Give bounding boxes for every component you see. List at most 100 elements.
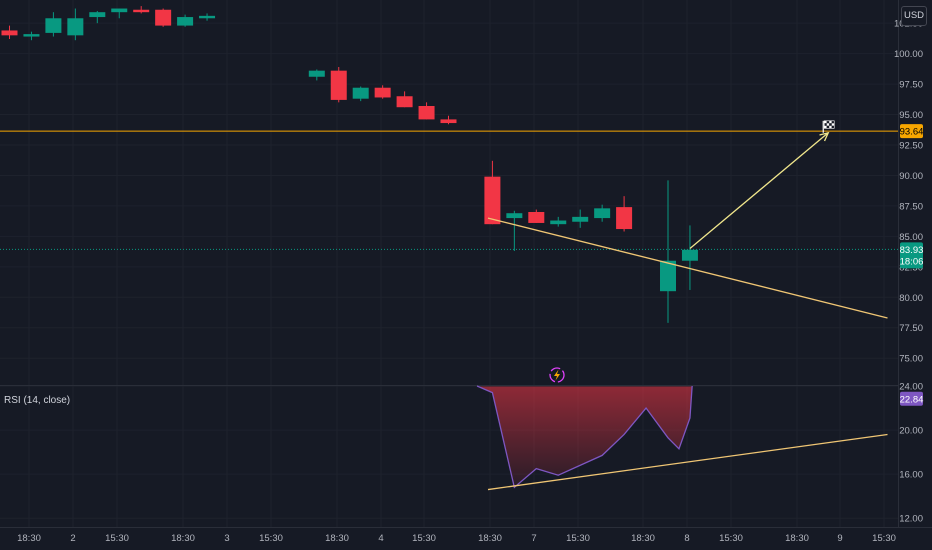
rsi-tick-label: 12.00 bbox=[899, 514, 923, 525]
rsi-indicator-label: RSI (14, close) bbox=[4, 395, 71, 406]
rsi-trend-line[interactable] bbox=[487, 433, 888, 491]
time-tick-label: 9 bbox=[837, 533, 842, 544]
time-tick-label: 3 bbox=[224, 533, 229, 544]
time-tick-label: 8 bbox=[684, 533, 689, 544]
price-tick-label: 80.00 bbox=[899, 293, 923, 304]
time-tick-label: 18:30 bbox=[785, 533, 809, 544]
candle-body bbox=[89, 12, 106, 18]
candle-body bbox=[484, 176, 501, 225]
rsi-line bbox=[476, 385, 693, 489]
current-price-value: 83.93 bbox=[900, 245, 924, 256]
checkered-flag-icon bbox=[822, 120, 835, 133]
candle bbox=[199, 13, 216, 21]
currency-button[interactable]: USD bbox=[901, 6, 927, 26]
candle-body bbox=[133, 9, 150, 13]
candle bbox=[133, 6, 150, 14]
time-tick-label: 18:30 bbox=[17, 533, 41, 544]
candle-body bbox=[199, 15, 216, 19]
projection-arrow[interactable] bbox=[689, 132, 829, 250]
candle-body bbox=[440, 119, 457, 124]
candle-body bbox=[528, 211, 545, 223]
candle-body bbox=[67, 18, 84, 36]
candle bbox=[396, 91, 413, 108]
candle bbox=[594, 204, 611, 222]
price-tick-label: 92.50 bbox=[899, 140, 923, 151]
time-tick-label: 18:30 bbox=[631, 533, 655, 544]
time-tick-label: 18:30 bbox=[171, 533, 195, 544]
candle-body bbox=[308, 70, 325, 77]
candle bbox=[67, 8, 84, 41]
candle bbox=[550, 216, 567, 227]
candle bbox=[308, 69, 325, 81]
candle bbox=[89, 10, 106, 24]
candle-body bbox=[155, 9, 172, 26]
candle bbox=[418, 102, 435, 120]
drawing-tools[interactable] bbox=[0, 120, 898, 383]
rsi-tick-label: 20.00 bbox=[899, 426, 923, 437]
level-price-tag bbox=[900, 124, 923, 139]
rsi-value-tag-text: 22.84 bbox=[900, 394, 924, 405]
candle-body bbox=[374, 87, 391, 98]
candle bbox=[616, 196, 633, 232]
candle bbox=[484, 160, 501, 225]
candle-body bbox=[660, 260, 676, 292]
candle bbox=[528, 209, 545, 223]
candle-body bbox=[506, 213, 523, 219]
candle-body bbox=[111, 8, 128, 13]
current-price-tag bbox=[900, 242, 923, 269]
candle bbox=[177, 14, 194, 27]
time-axis[interactable]: 18:30 2 15:30 18:30 3 15:30 18:30 4 15:30 18:30 7 1… bbox=[17, 533, 896, 544]
price-tick-label: 77.50 bbox=[899, 323, 923, 334]
time-tick-label: 15:30 bbox=[566, 533, 590, 544]
candle bbox=[572, 209, 589, 228]
candle bbox=[681, 225, 698, 290]
rsi-tick-label: 24.00 bbox=[899, 382, 923, 393]
candle bbox=[1, 25, 18, 39]
time-tick-label: 18:30 bbox=[478, 533, 502, 544]
time-tick-label: 15:30 bbox=[259, 533, 283, 544]
candle bbox=[155, 8, 172, 27]
price-tick-label: 97.50 bbox=[899, 80, 923, 91]
time-tick-label: 4 bbox=[378, 533, 383, 544]
candle bbox=[506, 210, 523, 251]
candle bbox=[374, 85, 391, 99]
rsi-oversold-fill bbox=[477, 386, 693, 488]
candle-body bbox=[418, 105, 435, 120]
candle bbox=[111, 8, 128, 19]
price-tick-label: 95.00 bbox=[899, 110, 923, 121]
time-tick-label: 2 bbox=[70, 533, 75, 544]
chart-grid bbox=[0, 0, 898, 527]
price-tick-label: 90.00 bbox=[899, 171, 923, 182]
candle-body bbox=[616, 207, 633, 230]
candle-body bbox=[594, 208, 611, 219]
arrow-head-icon bbox=[819, 131, 830, 142]
price-tick-label: 100.00 bbox=[894, 49, 923, 60]
candle bbox=[23, 31, 40, 41]
candle bbox=[440, 115, 457, 125]
rsi-axis[interactable]: 24.00 20.00 16.00 12.00 bbox=[899, 382, 923, 525]
candle-body bbox=[1, 30, 18, 36]
candle-body bbox=[177, 17, 194, 26]
time-tick-label: 15:30 bbox=[105, 533, 129, 544]
candle-body bbox=[550, 220, 567, 225]
price-tick-label: 87.50 bbox=[899, 201, 923, 212]
candle-body bbox=[396, 96, 413, 108]
candle-body bbox=[45, 18, 62, 33]
time-tick-label: 7 bbox=[531, 533, 536, 544]
rsi-pane[interactable] bbox=[476, 385, 888, 491]
current-price-countdown: 18:06 bbox=[900, 256, 924, 267]
candlestick-series[interactable] bbox=[1, 6, 698, 323]
trend-line[interactable] bbox=[487, 217, 888, 319]
candle bbox=[330, 67, 347, 103]
time-tick-label: 18:30 bbox=[325, 533, 349, 544]
candle bbox=[352, 86, 369, 102]
lightning-dividend-icon[interactable] bbox=[549, 367, 565, 383]
time-tick-label: 15:30 bbox=[872, 533, 896, 544]
level-price-tag-text: 93.64 bbox=[900, 127, 924, 138]
time-tick-label: 15:30 bbox=[719, 533, 743, 544]
candle-body bbox=[572, 216, 589, 222]
rsi-tick-label: 16.00 bbox=[899, 470, 923, 481]
candle-body bbox=[352, 87, 369, 99]
